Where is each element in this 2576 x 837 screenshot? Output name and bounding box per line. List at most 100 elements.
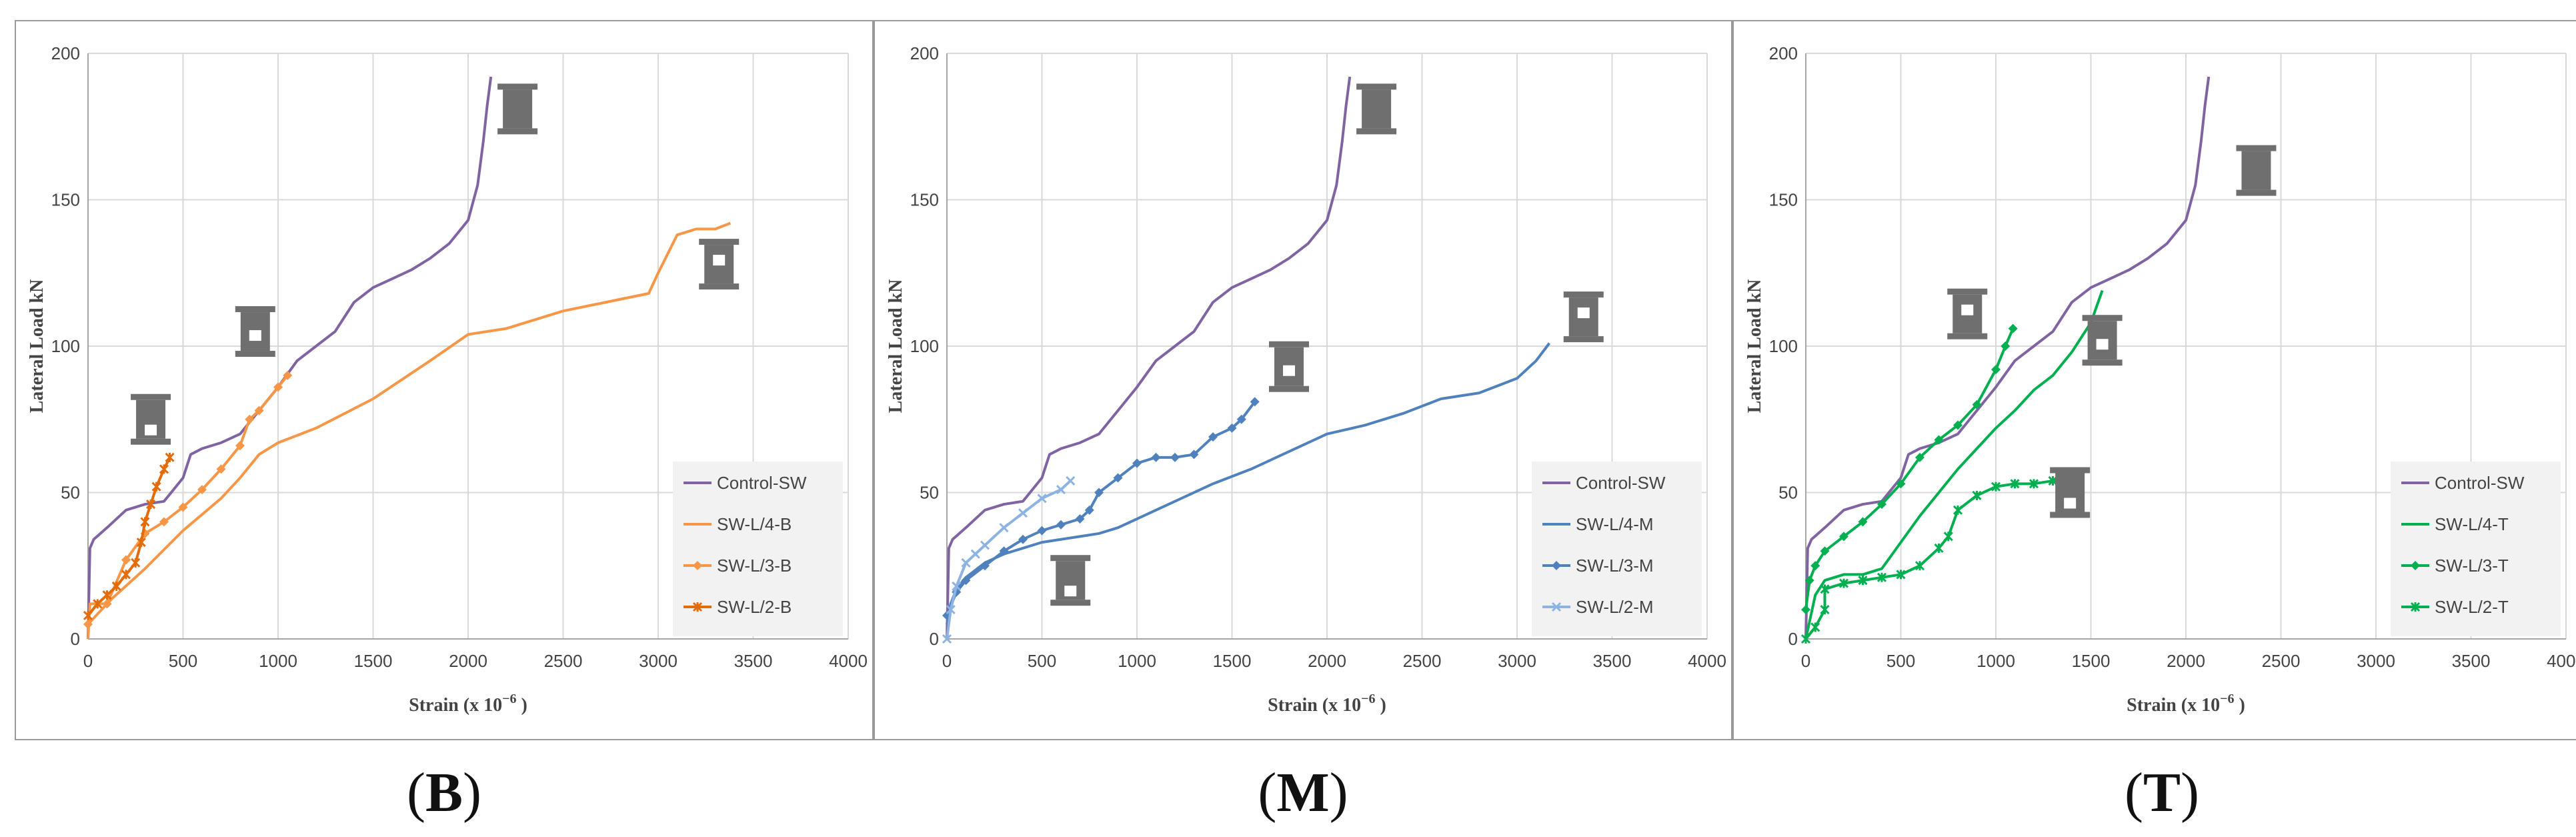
- data-point: [1972, 490, 1982, 500]
- data-point: [178, 502, 188, 512]
- legend-marker: [692, 602, 703, 612]
- legend: Control-SW SW-L/4-B SW-L/3-B SW-L/2-B: [673, 462, 843, 636]
- data-point: [1018, 508, 1028, 518]
- legend-label: Control-SW: [2435, 473, 2525, 493]
- data-point: [273, 382, 283, 392]
- data-point: [1250, 397, 1260, 407]
- data-point: [1839, 532, 1848, 542]
- data-point: [1934, 435, 1944, 445]
- legend: Control-SW SW-L/4-T SW-L/3-T SW-L/2-T: [2391, 462, 2561, 636]
- data-point: [1953, 420, 1963, 430]
- data-point: [1018, 534, 1028, 544]
- y-tick-label: 200: [1769, 43, 1798, 63]
- x-tick-label: 3500: [734, 651, 773, 671]
- y-tick-label: 200: [51, 43, 80, 63]
- data-point: [1858, 576, 1868, 586]
- series-control-sw: [946, 76, 1352, 640]
- data-point: [961, 576, 971, 586]
- data-point: [2010, 479, 2020, 489]
- data-point: [197, 485, 207, 495]
- y-tick-label: 0: [930, 629, 939, 649]
- series-line: [1804, 327, 2015, 610]
- data-point: [159, 517, 169, 527]
- data-point: [145, 499, 156, 510]
- data-point: [111, 581, 121, 592]
- data-point: [1820, 584, 1830, 594]
- data-point: [1934, 543, 1944, 553]
- x-tick-label: 4000: [829, 651, 868, 671]
- data-point: [1896, 570, 1906, 580]
- series-sw-l-2-m: [942, 476, 1076, 644]
- caption-b-open: (: [407, 762, 425, 824]
- series-line: [1804, 289, 2104, 640]
- y-tick-label: 100: [1769, 336, 1798, 356]
- data-point: [121, 555, 131, 565]
- data-point: [1820, 546, 1830, 556]
- data-point: [999, 523, 1009, 533]
- legend-label: Control-SW: [1576, 473, 1666, 493]
- data-point: [83, 620, 93, 630]
- wall-section-icon: [2082, 315, 2123, 366]
- wall-section-icon: [2050, 467, 2091, 518]
- legend-label: SW-L/3-M: [1576, 556, 1654, 576]
- y-tick-label: 100: [910, 336, 939, 356]
- data-point: [1037, 526, 1047, 536]
- wall-section-icon: [1356, 83, 1397, 135]
- data-point: [102, 590, 112, 600]
- data-point: [136, 538, 146, 548]
- y-tick-label: 100: [51, 336, 80, 356]
- x-tick-label: 3000: [639, 651, 678, 671]
- legend-label: SW-L/4-M: [1576, 514, 1654, 534]
- data-point: [1075, 514, 1085, 524]
- caption-t-open: (: [2125, 762, 2143, 824]
- x-tick-label: 500: [1886, 651, 1915, 671]
- legend-marker: [1552, 561, 1561, 570]
- data-point: [1991, 482, 2001, 492]
- data-point: [1056, 520, 1066, 530]
- caption-t-label: T: [2143, 762, 2181, 824]
- x-tick-label: 1500: [2072, 651, 2111, 671]
- data-point: [952, 581, 962, 592]
- data-point: [970, 549, 980, 559]
- series-line: [1804, 479, 2076, 640]
- data-point: [1896, 479, 1906, 489]
- series-line: [1804, 76, 2211, 640]
- data-point: [1972, 399, 1982, 409]
- legend-label: SW-L/3-B: [717, 556, 792, 576]
- x-tick-label: 0: [1801, 651, 1810, 671]
- series-line: [87, 76, 493, 640]
- y-tick-label: 200: [910, 43, 939, 63]
- wall-section-icon: [1947, 288, 1988, 339]
- data-point: [121, 570, 131, 580]
- data-point: [1953, 505, 1963, 515]
- wall-section-icon: [1269, 341, 1309, 392]
- series-sw-l-3-b: [83, 370, 293, 630]
- x-tick-label: 2000: [1308, 651, 1346, 671]
- y-axis-label: Lateral Load kN: [886, 279, 906, 413]
- data-point: [140, 517, 150, 527]
- wall-section-icon: [699, 239, 740, 290]
- legend-marker: [2410, 602, 2421, 612]
- series-sw-l-3-t: [1801, 323, 2018, 615]
- x-axis-label: Strain (x 10−6 ): [2127, 692, 2245, 716]
- legend-label: SW-L/2-M: [1576, 597, 1654, 617]
- y-tick-label: 50: [920, 483, 939, 503]
- x-tick-label: 500: [1028, 651, 1056, 671]
- wall-section-icon: [1050, 555, 1091, 606]
- chart-panel-b: 0 50 100 150 200 0 500 1000 1500 2000 2500 3000 3500…: [15, 20, 874, 740]
- x-tick-label: 1000: [1977, 651, 2015, 671]
- series-control-sw: [1804, 76, 2211, 640]
- data-point: [1800, 634, 1811, 644]
- caption-m-close: ): [1329, 762, 1348, 824]
- data-point: [1877, 500, 1886, 510]
- data-point: [1094, 488, 1104, 498]
- x-tick-label: 1000: [259, 651, 297, 671]
- x-tick-label: 3500: [2452, 651, 2491, 671]
- x-tick-label: 2500: [544, 651, 583, 671]
- wall-section-icon: [131, 393, 171, 445]
- x-tick-label: 2500: [1403, 651, 1442, 671]
- data-point: [1189, 450, 1199, 460]
